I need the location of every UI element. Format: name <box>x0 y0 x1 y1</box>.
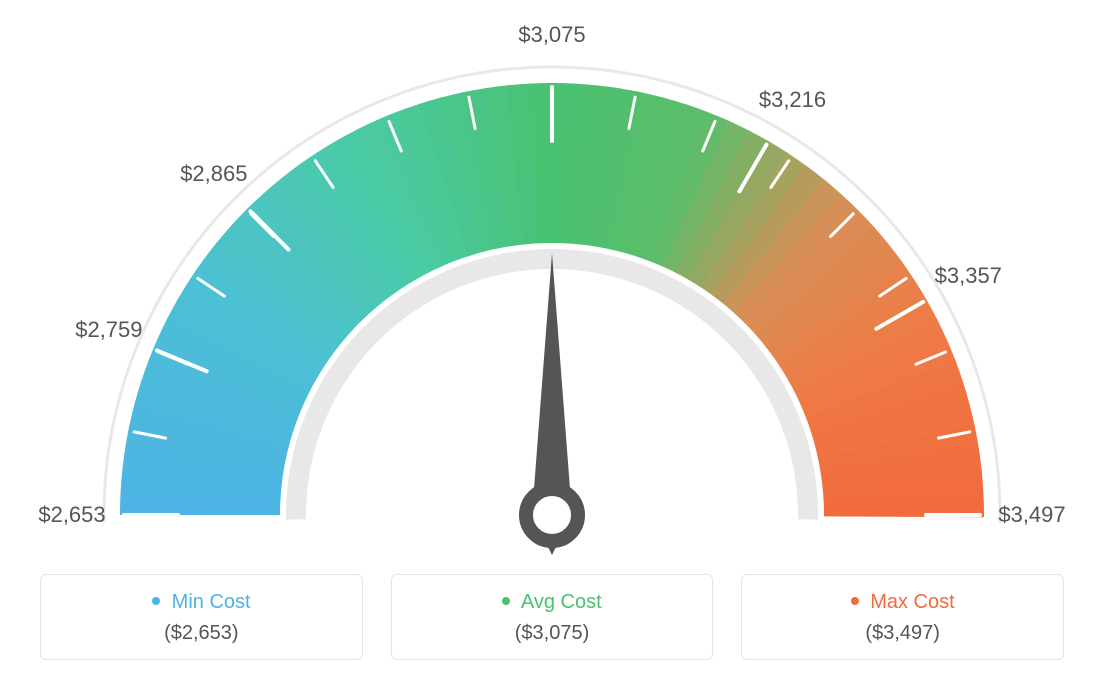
dot-icon-min <box>152 597 160 605</box>
legend-value-avg: ($3,075) <box>402 622 703 645</box>
dot-icon-max <box>851 597 859 605</box>
legend-value-min: ($2,653) <box>51 622 352 645</box>
legend-title-max: Max Cost <box>752 591 1053 614</box>
tick-label: $3,357 <box>935 263 1002 289</box>
legend-title-avg-text: Avg Cost <box>521 591 602 613</box>
tick-label: $3,497 <box>998 502 1065 528</box>
gauge-area: $2,653 $2,759 $2,865 $3,075 $3,216 $3,357 $3,4… <box>0 0 1104 560</box>
legend-title-max-text: Max Cost <box>870 591 954 613</box>
legend-title-min: Min Cost <box>51 591 352 614</box>
tick-label: $2,653 <box>38 502 105 528</box>
tick-label: $3,216 <box>759 87 826 113</box>
tick-label: $2,759 <box>75 317 142 343</box>
legend-card-min: Min Cost ($2,653) <box>40 574 363 660</box>
legend-card-max: Max Cost ($3,497) <box>741 574 1064 660</box>
legend-row: Min Cost ($2,653) Avg Cost ($3,075) Max … <box>40 574 1064 660</box>
tick-label: $3,075 <box>518 22 585 48</box>
cost-gauge-chart: { "gauge": { "type": "gauge", "min_value… <box>0 0 1104 690</box>
legend-title-min-text: Min Cost <box>172 591 251 613</box>
legend-title-avg: Avg Cost <box>402 591 703 614</box>
legend-value-max: ($3,497) <box>752 622 1053 645</box>
tick-label: $2,865 <box>180 161 247 187</box>
legend-card-avg: Avg Cost ($3,075) <box>391 574 714 660</box>
dot-icon-avg <box>502 597 510 605</box>
